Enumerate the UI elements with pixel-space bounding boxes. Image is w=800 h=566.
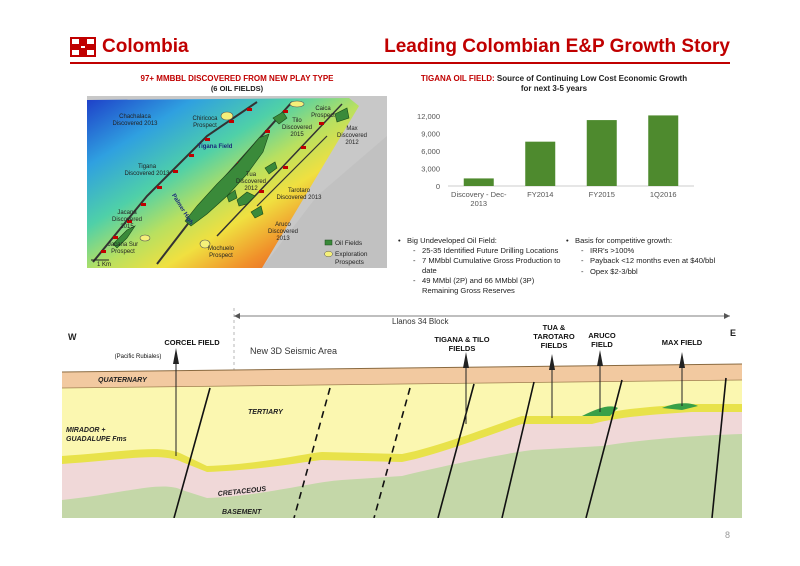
- oil-field-swatch: [324, 239, 333, 246]
- bar: [463, 178, 494, 186]
- cross-section-diagram: Llanos 34 Block W E New 3D Seismic Area: [62, 308, 742, 518]
- bar: [648, 115, 679, 186]
- label-max: Max Discovered 2012: [337, 126, 367, 146]
- tigana-title-rest: Source of Continuing Low Cost Economic G…: [496, 74, 688, 83]
- x-tick-label: 1Q2016: [650, 190, 677, 199]
- y-tick-label: 12,000: [417, 112, 440, 121]
- brand: Colombia: [70, 36, 189, 58]
- label-caica: Caica Prospect: [311, 106, 335, 119]
- east-label: E: [730, 328, 736, 338]
- tertiary-label: TERTIARY: [248, 409, 284, 416]
- slide-header: Colombia Leading Colombian E&P Growth St…: [70, 36, 730, 62]
- label-mochuelo: Mochuelo Prospect: [208, 246, 235, 259]
- tigana-title-line2: for next 3-5 years: [520, 84, 588, 93]
- header-rule: [70, 62, 730, 64]
- aruco-field-label: ARUCO FIELD: [588, 331, 616, 349]
- bar: [586, 120, 617, 186]
- bullet-sub: 7 MMbbl Cumulative Gross Production to d…: [413, 256, 566, 275]
- west-label: W: [68, 332, 77, 342]
- basement-label: BASEMENT: [222, 509, 262, 516]
- bar: [525, 141, 556, 186]
- bullets-right: Basis for competitive growth: IRR's >100…: [566, 236, 726, 277]
- company-logo-icon: [70, 37, 96, 57]
- page-number: 8: [724, 530, 730, 540]
- bullet-sub: 25-35 Identified Future Drilling Locatio…: [413, 246, 566, 256]
- label-jacana: Jacana Discovered 2015: [112, 210, 142, 230]
- block-label: Llanos 34 Block: [392, 317, 449, 326]
- bullet-sub: 49 MMbl (2P) and 66 MMbbl (3P) Remaining…: [413, 276, 566, 295]
- bullet-sub: IRR's >100%: [581, 246, 726, 256]
- quaternary-label: QUATERNARY: [98, 377, 148, 384]
- tigana-tilo-label: TIGANA & TILO FIELDS: [434, 335, 489, 353]
- label-chiricoca: Chiricoca Prospect: [192, 116, 218, 129]
- bullet-sub: Opex $2-3/bbl: [581, 267, 726, 277]
- x-tick-label: FY2014: [527, 190, 553, 199]
- y-tick-label: 0: [436, 182, 440, 191]
- faults: [173, 377, 727, 518]
- x-tick-label: FY2015: [589, 190, 615, 199]
- bullet-main: Big Undeveloped Oil Field: 25-35 Identif…: [398, 236, 566, 295]
- label-aruco: Aruco Discovered 2013: [268, 222, 298, 242]
- max-field-label: MAX FIELD: [662, 338, 703, 347]
- fault-line: [92, 101, 258, 263]
- bullet-main: Basis for competitive growth: IRR's >100…: [566, 236, 726, 276]
- y-tick-label: 6,000: [421, 147, 440, 156]
- seismic-label: New 3D Seismic Area: [250, 346, 337, 356]
- label-chachalaca: Chachalaca Discovered 2013: [112, 114, 158, 127]
- brand-name: Colombia: [102, 36, 189, 57]
- legend-oil-fields: Oil Fields: [335, 240, 363, 247]
- map-legend: Oil Fields Exploration Prospects: [324, 239, 368, 266]
- oil-field-polygons: [112, 107, 350, 249]
- map-title: 97+ MMBBL DISCOVERED FROM NEW PLAY TYPE: [140, 74, 334, 83]
- bullets-left: Big Undeveloped Oil Field: 25-35 Identif…: [398, 236, 566, 296]
- fault-line: [216, 103, 343, 237]
- label-tigana: Tigana Discovered 2013: [124, 164, 170, 177]
- tigana-title: TIGANA OIL FIELD: Source of Continuing L…: [404, 74, 704, 84]
- bullet-sub: Payback <12 months even at $40/bbl: [581, 256, 726, 266]
- prospect-polygons: [139, 100, 305, 249]
- label-tua: Tua Discovered 2012: [236, 172, 266, 192]
- slide-title: Leading Colombian E&P Growth Story: [384, 36, 730, 57]
- geological-map: Chachalaca Discovered 2013 Chiricoca Prosp…: [87, 96, 387, 268]
- y-tick-label: 9,000: [421, 130, 440, 139]
- fault-line: [256, 135, 328, 207]
- y-tick-label: 3,000: [421, 165, 440, 174]
- map-subtitle: (6 OIL FIELDS): [210, 84, 264, 93]
- well-derrick-icons: [173, 348, 685, 370]
- label-tilo: Tilo Discovered 2015: [282, 118, 312, 138]
- production-bar-chart: 0 3,000 6,000 9,000 12,000 Discovery - Dec-20…: [417, 112, 694, 208]
- legend-exploration: Exploration Prospects: [335, 251, 368, 266]
- prospect-swatch: [324, 250, 333, 258]
- label-jacana-sur: Jacana Sur Prospect: [108, 242, 138, 255]
- tua-tarotaro-label: TUA & TAROTARO FIELDS: [533, 323, 575, 350]
- corcel-sub-label: (Pacific Rubiales): [115, 354, 162, 360]
- mirador-label: MIRADOR + GUADALUPE Fms: [66, 427, 127, 443]
- layer-basement: [62, 434, 742, 518]
- label-scale: 1 Km: [97, 262, 111, 268]
- tigana-title-bold: TIGANA OIL FIELD:: [420, 74, 497, 83]
- x-tick-label: Discovery - Dec-2013: [451, 190, 507, 208]
- label-tigana-field: Tigana Field: [198, 144, 233, 150]
- corcel-field-label: CORCEL FIELD: [164, 338, 220, 347]
- label-tarotaro: Tarotaro Discovered 2013: [276, 188, 322, 201]
